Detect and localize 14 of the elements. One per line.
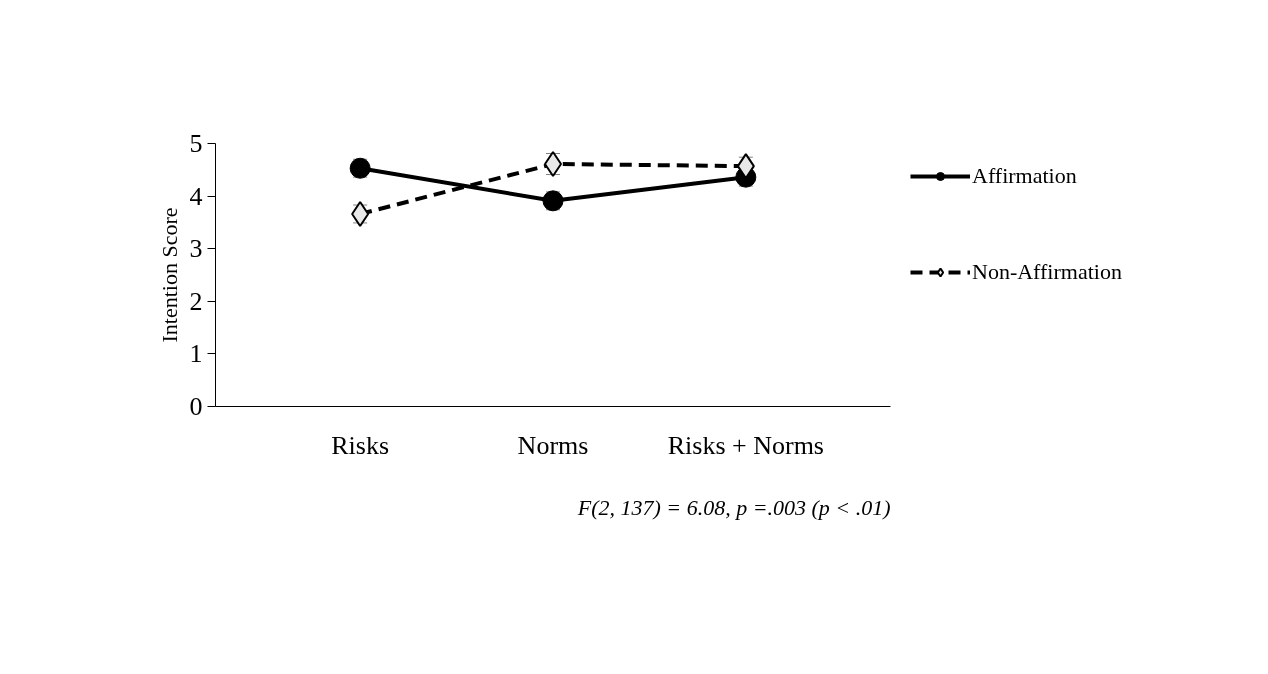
y-tick-label: 1 [189,339,203,369]
text: F(2, 137) = 6.08, p =.003 (p < .01) [576,494,891,520]
legend-label: Affirmation [972,163,1077,189]
point [351,200,370,227]
x-tick-label: Norms [517,430,589,460]
y-tick-label: 0 [189,392,203,421]
legend-label: Non-Affirmation [972,259,1122,285]
y-tick-label: 5 [189,129,203,158]
y-tick-label: 3 [189,234,203,264]
y-tick-label: 4 [189,181,203,211]
y-axis-title: Intention Score [156,207,182,343]
x-tick-label: Risks + Norms [667,430,824,460]
y-tick-label: 2 [189,286,203,316]
x-tick-label: Risks [331,430,390,460]
